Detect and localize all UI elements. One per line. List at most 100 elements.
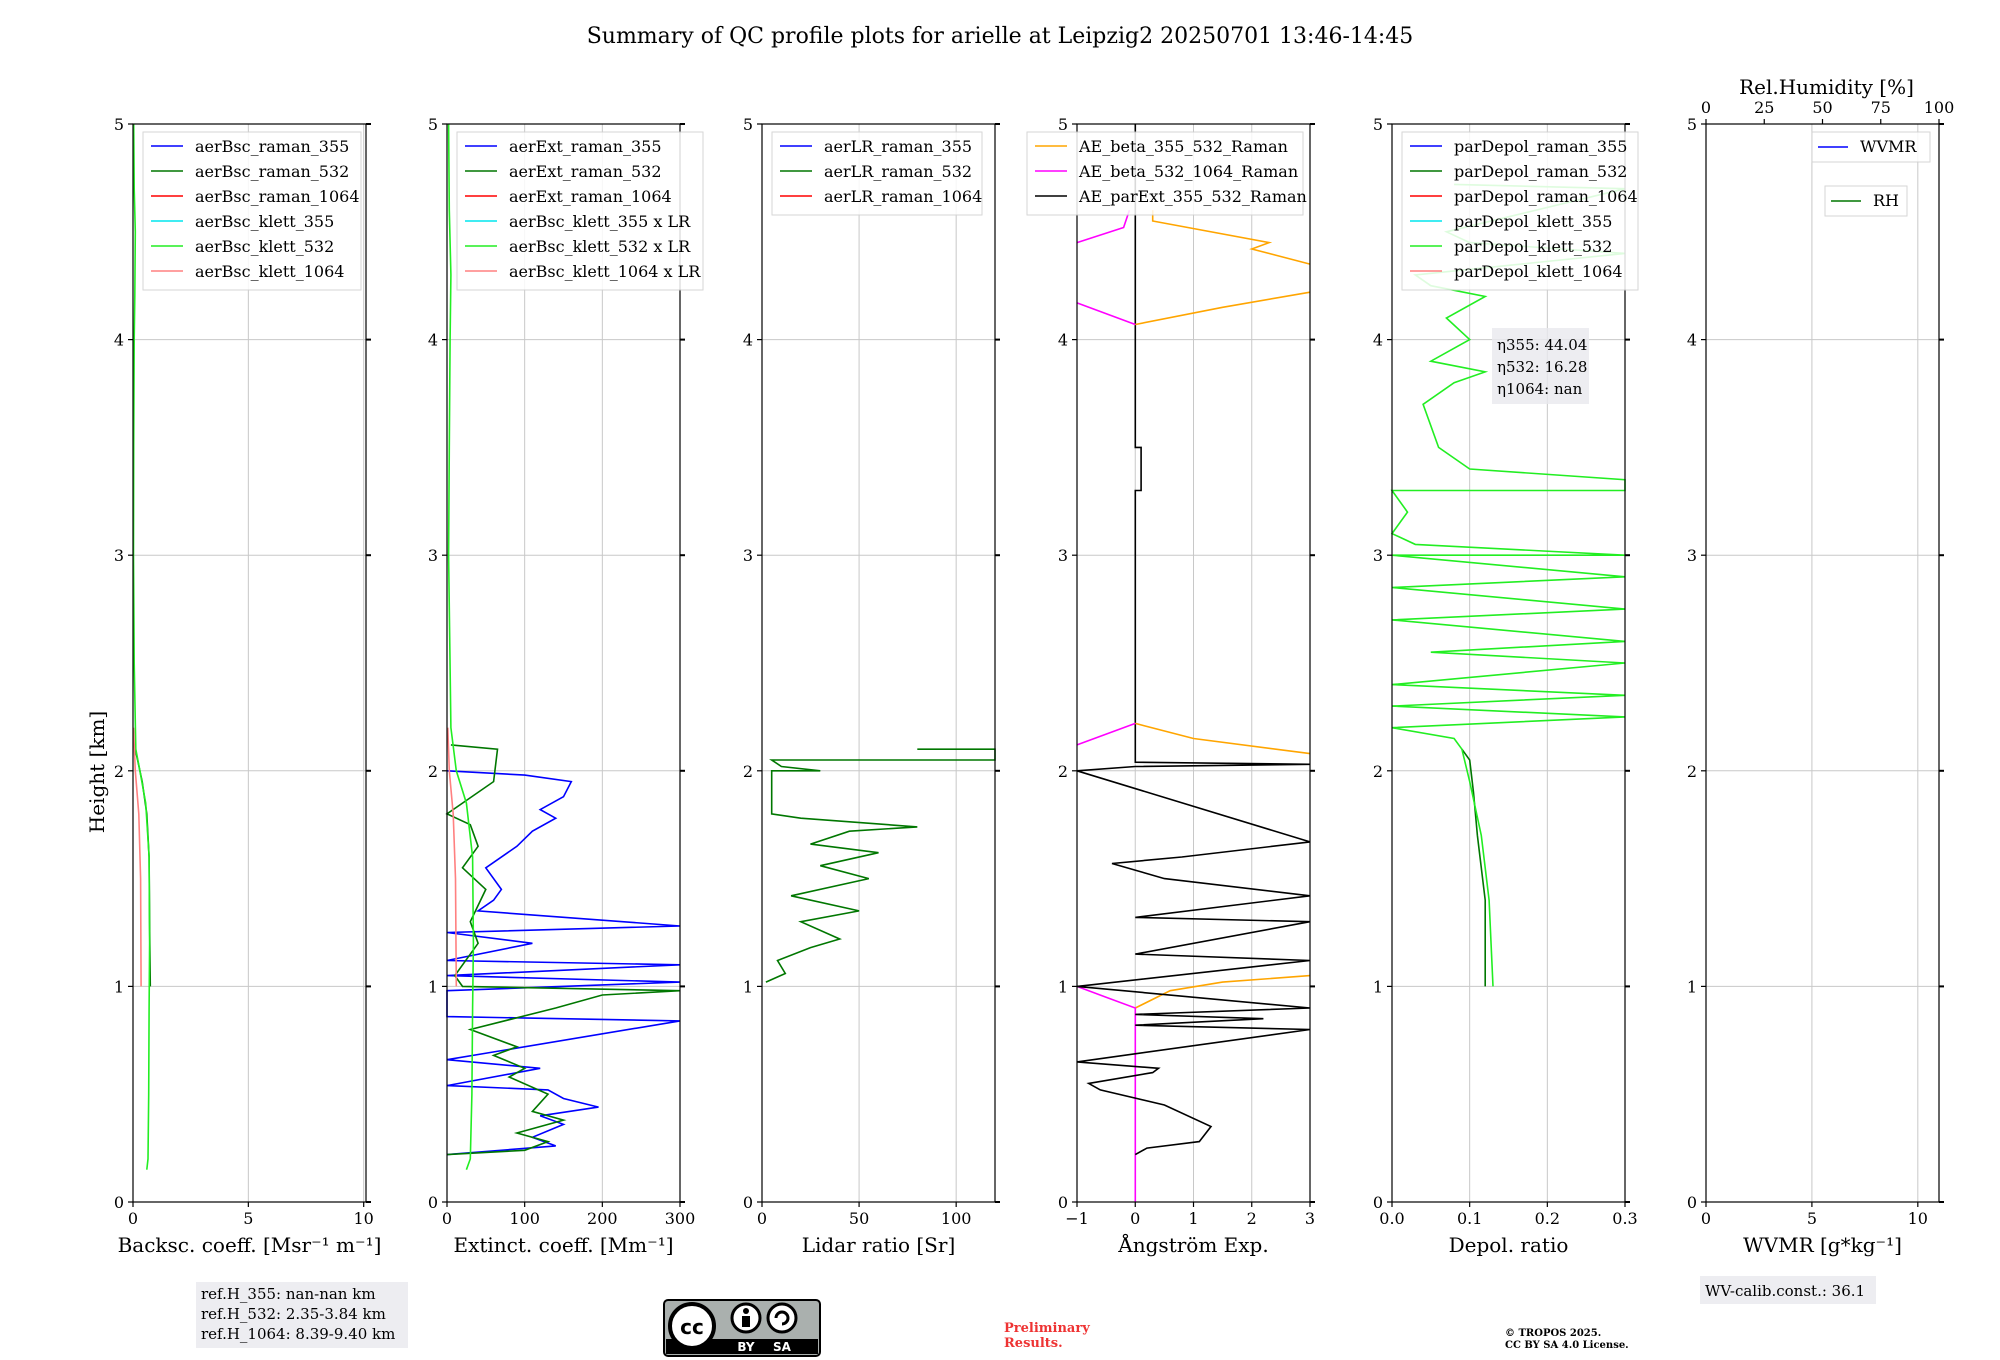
x-axis-label: WVMR [g*kg⁻¹] — [1743, 1233, 1902, 1257]
x-tick-label: 0 — [757, 1209, 767, 1228]
legend-label: RH — [1873, 191, 1899, 210]
legend-label: AE_beta_355_532_Raman — [1078, 137, 1288, 156]
y-tick-label: 2 — [428, 762, 438, 781]
eta-line: η355: 44.04 — [1497, 336, 1587, 354]
y-tick-label: 2 — [114, 762, 124, 781]
legend-label: aerLR_raman_1064 — [824, 187, 982, 206]
y-tick-label: 0 — [1373, 1193, 1383, 1212]
svg-text:BY: BY — [737, 1340, 754, 1354]
series-line-AE_beta_532_1064_Raman_top — [1076, 302, 1136, 326]
axes-frame — [761, 123, 996, 1203]
series-line-AE_beta_355_532_Raman_top — [1135, 291, 1311, 326]
y-tick-label: 4 — [743, 331, 753, 350]
axes-frame — [1391, 123, 1626, 1203]
x-axis-label: Ångström Exp. — [1117, 1232, 1268, 1257]
y-tick-label: 0 — [114, 1193, 124, 1212]
x-tick-label: 10 — [354, 1209, 374, 1228]
top-x-tick-label: 50 — [1812, 98, 1832, 117]
x-tick-label: 0.2 — [1535, 1209, 1560, 1228]
ref-height-line: ref.H_1064: 8.39-9.40 km — [201, 1325, 395, 1343]
wv-calib-text: WV-calib.const.: 36.1 — [1705, 1282, 1865, 1300]
x-tick-label: 10 — [1908, 1209, 1928, 1228]
y-tick-label: 3 — [1373, 546, 1383, 565]
x-tick-label: −1 — [1065, 1209, 1089, 1228]
x-tick-label: 100 — [941, 1209, 972, 1228]
legend-label: aerBsc_klett_532 — [195, 237, 334, 256]
y-tick-label: 3 — [743, 546, 753, 565]
y-tick-label: 5 — [743, 115, 753, 134]
legend-box — [1026, 131, 1304, 216]
legend-label: aerBsc_klett_1064 x LR — [509, 262, 701, 281]
x-tick-label: 0.3 — [1612, 1209, 1637, 1228]
y-tick-label: 2 — [1373, 762, 1383, 781]
legend-label: parDepol_klett_355 — [1454, 212, 1612, 231]
y-tick-label: 1 — [1058, 977, 1068, 996]
legend-label: AE_parExt_355_532_Raman — [1078, 187, 1307, 206]
y-tick-label: 4 — [1058, 331, 1068, 350]
x-tick-label: 300 — [665, 1209, 696, 1228]
legend-label: parDepol_raman_1064 — [1454, 187, 1638, 206]
x-tick-label: 0.0 — [1379, 1209, 1404, 1228]
eta-line: η1064: nan — [1497, 380, 1583, 398]
series-line-aerBsc_klett_1064 — [132, 727, 142, 987]
wv-calib-box: WV-calib.const.: 36.1 — [1700, 1276, 1876, 1304]
axes-frame — [132, 123, 367, 1203]
ref-height-box: ref.H_355: nan-nan km ref.H_532: 2.35-3.… — [196, 1282, 408, 1348]
y-tick-label: 0 — [1058, 1193, 1068, 1212]
ref-height-line: ref.H_355: nan-nan km — [201, 1285, 376, 1303]
copyright-note: CC BY SA 4.0 License. — [1505, 1340, 1629, 1351]
legend-label: aerBsc_raman_532 — [195, 162, 349, 181]
svg-text:cc: cc — [680, 1315, 704, 1339]
x-tick-label: 5 — [1807, 1209, 1817, 1228]
eta-box: η355: 44.04 η532: 16.28 η1064: nan — [1492, 328, 1589, 404]
x-tick-label: 3 — [1305, 1209, 1315, 1228]
legend-box — [142, 131, 362, 291]
series-line-aerBsc_klett_1064 x LR — [447, 727, 458, 987]
legend-label: aerBsc_klett_532 x LR — [509, 237, 691, 256]
y-tick-label: 0 — [743, 1193, 753, 1212]
panel-ext: 0 100 200 300 0 1 2 3 4 5 Extinct. coeff. [Mm⁻¹] ae… — [428, 115, 704, 1257]
panel-depol: 0.0 0.1 0.2 0.3 0 1 2 3 4 5 Depol. ratio parDepol_r… — [1373, 115, 1639, 1257]
y-tick-label: 3 — [428, 546, 438, 565]
x-tick-label: 1 — [1188, 1209, 1198, 1228]
axes-frame — [446, 123, 681, 1203]
legend-label: aerLR_raman_355 — [824, 137, 972, 156]
series-line-AE_beta_355_532_Raman — [1134, 974, 1311, 1009]
legend-box — [1401, 131, 1639, 291]
panel-lr: 0 50 100 0 1 2 3 4 5 Lidar ratio [Sr] aerLR_raman_… — [743, 115, 1000, 1257]
x-axis-label: Extinct. coeff. [Mm⁻¹] — [453, 1233, 673, 1257]
y-tick-label: 1 — [114, 977, 124, 996]
x-tick-label: 200 — [587, 1209, 618, 1228]
legend-label: aerBsc_raman_355 — [195, 137, 349, 156]
legend-label: parDepol_klett_1064 — [1454, 262, 1623, 281]
y-tick-label: 0 — [1687, 1193, 1697, 1212]
series-line-aerBsc_klett_532 — [132, 123, 151, 1170]
y-tick-label: 4 — [428, 331, 438, 350]
y-tick-label: 2 — [1687, 762, 1697, 781]
y-tick-label: 3 — [114, 546, 124, 565]
series-line-aerExt_raman_532 — [445, 744, 681, 1156]
svg-text:SA: SA — [773, 1340, 792, 1354]
series-line-aerExt_raman_355 — [446, 770, 681, 1156]
y-tick-label: 1 — [743, 977, 753, 996]
top-x-tick-label: 25 — [1754, 98, 1774, 117]
y-tick-label: 5 — [1373, 115, 1383, 134]
series-line-AE_beta_532_1064_Raman_top2 — [1076, 209, 1131, 244]
legend-label: parDepol_raman_532 — [1454, 162, 1627, 181]
series-line-AE_beta_532_1064_Raman — [1076, 985, 1137, 1202]
series-line-parDepol_raman_532 — [1461, 748, 1486, 987]
sa-sharealike-icon — [766, 1302, 798, 1334]
y-tick-label: 5 — [114, 115, 124, 134]
y-tick-label: 3 — [1058, 546, 1068, 565]
top-x-tick-label: 0 — [1701, 98, 1711, 117]
y-tick-label: 5 — [1687, 115, 1697, 134]
y-tick-label: 5 — [428, 115, 438, 134]
series-line-AE_beta_355_532_Raman_upper — [1135, 722, 1311, 755]
y-tick-label: 1 — [1687, 977, 1697, 996]
top-x-axis-label: Rel.Humidity [%] — [1739, 75, 1914, 99]
x-tick-label: 5 — [243, 1209, 253, 1228]
series-line-parDepol_klett_532 — [1390, 183, 1626, 987]
y-axis-label: Height [km] — [85, 711, 109, 833]
